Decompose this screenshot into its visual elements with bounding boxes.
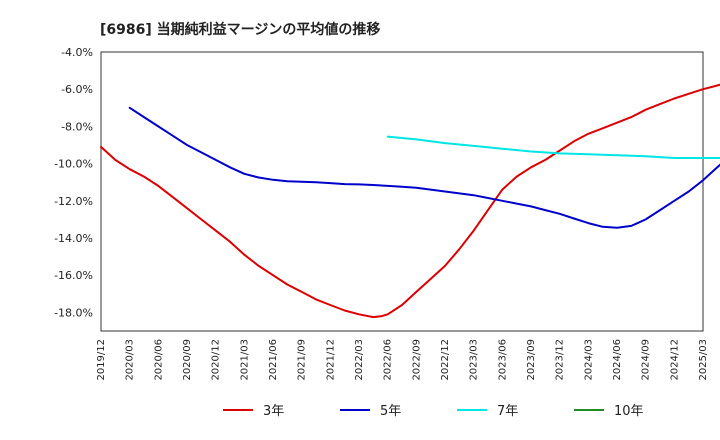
- legend-entry: 3年: [223, 404, 284, 419]
- x-tick-label: 2021/03: [239, 339, 250, 381]
- x-tick-label: 2022/06: [383, 339, 394, 381]
- x-tick-label: 2022/12: [440, 339, 451, 381]
- legend-label: 5年: [380, 404, 401, 419]
- y-tick-label: -16.0%: [54, 269, 93, 282]
- x-tick-label: 2020/12: [211, 339, 222, 381]
- series-line-2: [386, 135, 720, 159]
- x-tick-labels: 2019/12 2020/03 2020/06 2020/09 2020/12 2021/…: [96, 339, 709, 381]
- x-tick-label: 2020/06: [153, 339, 164, 381]
- legend-label: 3年: [263, 404, 284, 419]
- legend-entry: 7年: [457, 404, 518, 419]
- x-tick-label: 2022/09: [411, 339, 422, 381]
- x-tick-label: 2021/06: [268, 339, 279, 381]
- x-tick-label: 2024/03: [583, 339, 594, 381]
- x-tick-label: 2024/12: [669, 339, 680, 381]
- x-tick-label: 2025/03: [698, 339, 709, 381]
- x-tick-label: 2023/03: [469, 339, 480, 381]
- y-tick-label: -4.0%: [61, 46, 93, 59]
- y-tick-labels: -4.0% -6.0% -8.0% -10.0% -12.0% -14.0% -16.0% -…: [54, 46, 93, 319]
- x-tick-label: 2020/09: [182, 339, 193, 381]
- x-tick-label: 2020/03: [125, 339, 136, 381]
- x-tick-label: 2024/09: [641, 339, 652, 381]
- y-tick-label: -6.0%: [61, 83, 93, 96]
- y-tick-label: -18.0%: [54, 306, 93, 319]
- series-lines: [100, 83, 720, 319]
- series-line-0: [100, 83, 720, 319]
- axes: [100, 51, 704, 332]
- plot-area-frame: [100, 51, 704, 332]
- legend-label: 10年: [614, 404, 644, 419]
- chart-title: [6986] 当期純利益マージンの平均値の推移: [100, 21, 380, 38]
- legend: 3年 5年 7年 10年: [223, 404, 644, 419]
- x-tick-label: 2021/09: [297, 339, 308, 381]
- x-tick-label: 2023/06: [497, 339, 508, 381]
- legend-entry: 5年: [340, 404, 401, 419]
- y-tick-label: -12.0%: [54, 195, 93, 208]
- y-tick-label: -10.0%: [54, 158, 93, 171]
- legend-entry: 10年: [574, 404, 644, 419]
- series-line-1: [128, 106, 720, 229]
- x-tick-label: 2023/09: [526, 339, 537, 381]
- x-tick-label: 2021/12: [325, 339, 336, 381]
- x-tick-label: 2022/03: [354, 339, 365, 381]
- x-tick-label: 2019/12: [96, 339, 107, 381]
- y-tick-label: -14.0%: [54, 232, 93, 245]
- x-tick-label: 2024/06: [612, 339, 623, 381]
- legend-label: 7年: [497, 404, 518, 419]
- x-tick-label: 2023/12: [555, 339, 566, 381]
- y-tick-label: -8.0%: [61, 120, 93, 133]
